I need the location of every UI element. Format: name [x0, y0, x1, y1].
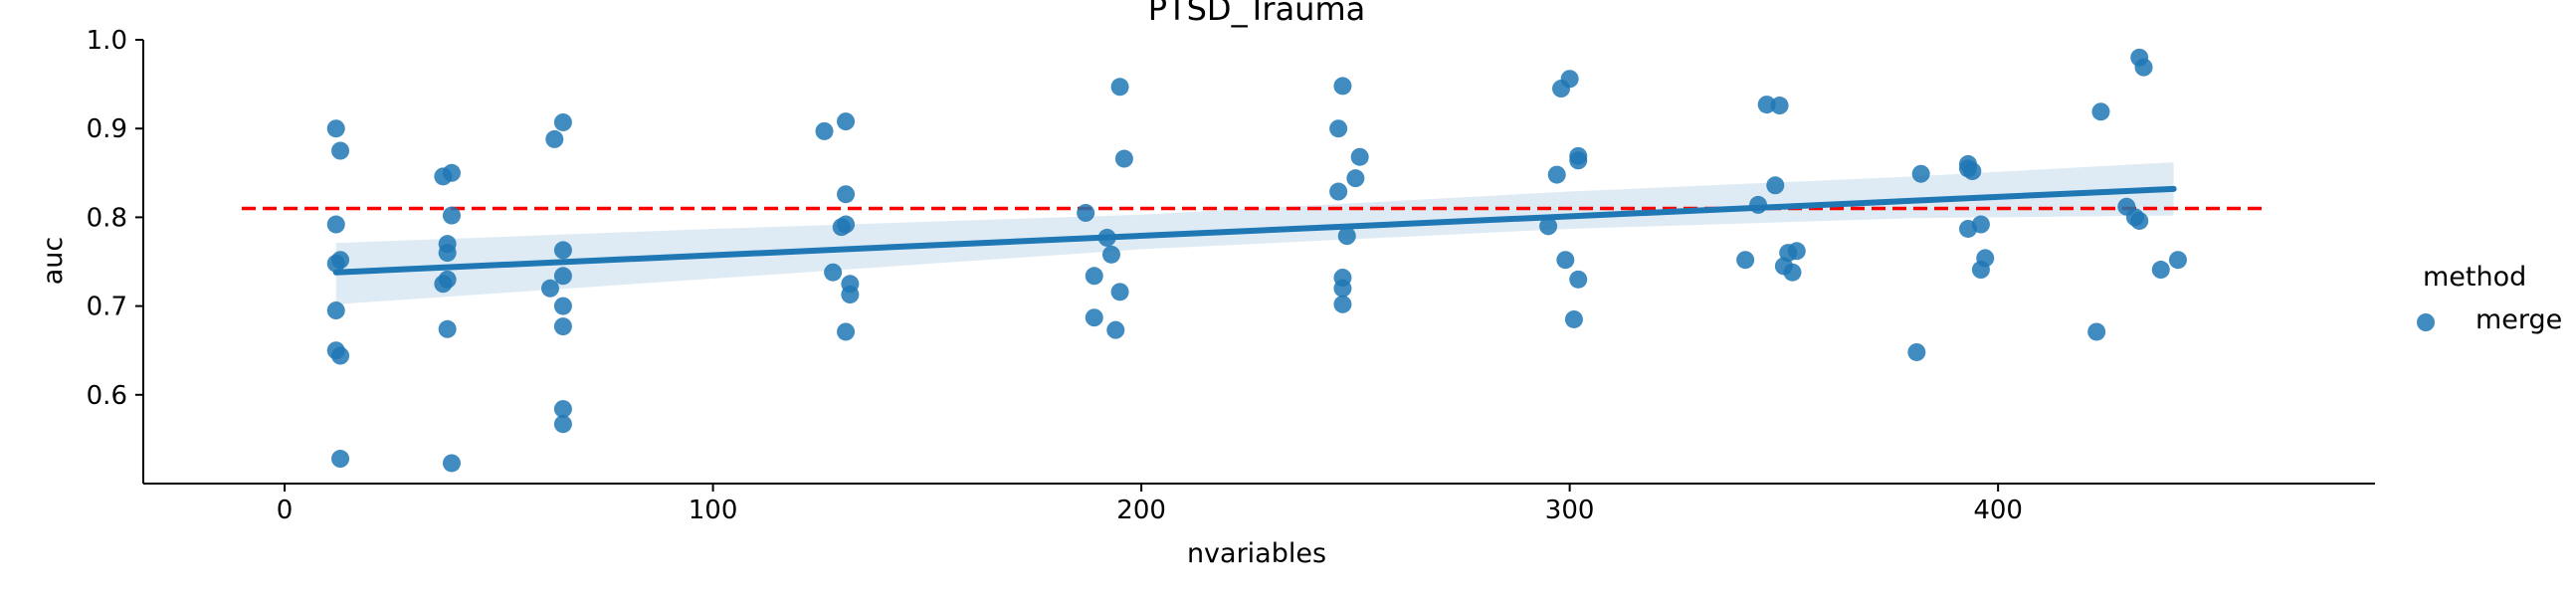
data-point — [434, 275, 453, 294]
data-point — [1329, 119, 1348, 138]
regression-line — [332, 185, 2177, 276]
y-tick-label: 0.6 — [87, 381, 127, 411]
chart-title: PTSD_Trauma — [1148, 0, 1365, 28]
data-point — [1569, 270, 1588, 289]
data-point — [815, 121, 834, 140]
data-point — [331, 450, 350, 469]
data-point — [442, 206, 461, 225]
data-point — [1736, 251, 1755, 270]
data-point — [2130, 211, 2149, 230]
data-point — [1333, 295, 1352, 313]
data-point — [553, 400, 572, 419]
data-point — [326, 119, 345, 138]
data-point — [1337, 227, 1356, 246]
data-point — [1101, 245, 1120, 264]
y-tick-label: 0.9 — [87, 114, 127, 144]
data-point — [1097, 228, 1116, 247]
legend: method merge — [2417, 262, 2562, 335]
scatter-points — [326, 48, 2187, 473]
data-point — [326, 254, 345, 273]
x-tick-label: 300 — [1545, 496, 1595, 525]
data-point — [1787, 242, 1806, 261]
data-point — [1114, 149, 1133, 168]
data-point — [1547, 165, 1566, 184]
data-point — [442, 454, 461, 473]
data-point — [837, 112, 856, 131]
data-point — [1783, 263, 1802, 282]
x-tick-label: 200 — [1116, 496, 1166, 525]
data-point — [1085, 308, 1103, 327]
data-point — [1556, 251, 1575, 270]
data-point — [1333, 77, 1352, 96]
data-point — [553, 415, 572, 434]
x-axis-label: nvariables — [1187, 538, 1326, 569]
data-point — [1749, 195, 1768, 214]
legend-title: method — [2423, 262, 2526, 293]
data-point — [545, 129, 564, 148]
data-point — [1971, 215, 1990, 234]
data-point — [1569, 151, 1588, 170]
data-point — [832, 218, 851, 237]
data-point — [1766, 176, 1785, 195]
data-point — [1110, 283, 1129, 301]
data-point — [841, 286, 860, 304]
data-point — [837, 185, 856, 204]
data-point — [1959, 159, 1978, 178]
data-point — [1539, 217, 1558, 236]
data-point — [1106, 320, 1125, 339]
data-point — [326, 215, 345, 234]
data-point — [553, 297, 572, 315]
data-point — [1552, 80, 1571, 99]
data-point — [1077, 203, 1095, 222]
regression-line-layer — [332, 185, 2177, 276]
data-point — [1346, 169, 1365, 188]
data-point — [331, 346, 350, 365]
data-point — [1333, 279, 1352, 298]
data-point — [1564, 309, 1583, 328]
legend-marker-merge — [2417, 313, 2435, 331]
data-point — [2091, 102, 2110, 121]
y-tick-label: 0.8 — [87, 203, 127, 233]
data-point — [553, 241, 572, 260]
data-point — [1770, 97, 1789, 115]
data-point — [553, 112, 572, 131]
data-point — [2134, 58, 2153, 77]
data-point — [1907, 342, 1926, 361]
y-tick-label: 0.7 — [87, 293, 127, 322]
data-point — [1085, 267, 1103, 286]
axes: 0 100 200 300 400 0.6 0.7 0.8 0.9 1.0 — [87, 26, 2375, 525]
data-point — [438, 319, 457, 338]
x-tick-label: 100 — [689, 496, 738, 525]
data-point — [553, 317, 572, 336]
data-point — [2087, 322, 2106, 341]
data-point — [1911, 164, 1930, 183]
data-point — [553, 267, 572, 286]
data-point — [540, 279, 559, 298]
data-point — [1110, 78, 1129, 97]
data-point — [326, 301, 345, 320]
y-tick-label: 1.0 — [87, 26, 127, 56]
x-tick-label: 400 — [1973, 496, 2023, 525]
data-point — [1757, 96, 1776, 114]
y-axis-label: auc — [38, 237, 69, 286]
data-point — [1350, 147, 1369, 166]
legend-label-merge: merge — [2476, 304, 2562, 335]
x-tick-label: 0 — [277, 496, 294, 525]
data-point — [1971, 261, 1990, 280]
data-point — [2168, 251, 2187, 270]
data-point — [1329, 182, 1348, 201]
data-point — [837, 322, 856, 341]
data-point — [438, 244, 457, 263]
data-point — [2151, 261, 2170, 280]
data-point — [442, 163, 461, 182]
data-point — [824, 263, 843, 282]
data-point — [331, 141, 350, 160]
